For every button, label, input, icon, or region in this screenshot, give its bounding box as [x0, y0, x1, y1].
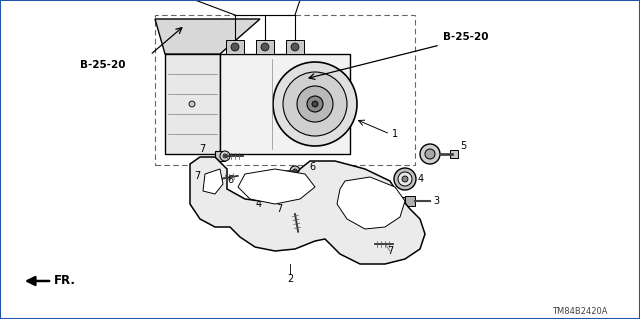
Text: 4: 4 — [303, 181, 309, 191]
Circle shape — [261, 43, 269, 51]
Bar — [220, 54, 350, 154]
Circle shape — [402, 176, 408, 182]
Circle shape — [253, 182, 257, 186]
Text: B-25-20: B-25-20 — [80, 60, 125, 70]
Polygon shape — [190, 157, 425, 264]
Circle shape — [231, 43, 239, 51]
Text: 7: 7 — [199, 144, 205, 154]
Polygon shape — [238, 169, 315, 204]
Text: 4: 4 — [256, 199, 262, 209]
Circle shape — [223, 154, 227, 158]
Circle shape — [283, 179, 297, 193]
Polygon shape — [337, 177, 405, 229]
Text: 7: 7 — [387, 246, 393, 256]
Circle shape — [287, 183, 293, 189]
Circle shape — [283, 72, 347, 136]
Text: 7: 7 — [276, 204, 282, 214]
Circle shape — [220, 151, 230, 161]
Circle shape — [398, 172, 412, 186]
Circle shape — [312, 101, 318, 107]
Circle shape — [291, 43, 299, 51]
Circle shape — [293, 212, 297, 216]
Text: TM84B2420A: TM84B2420A — [552, 307, 608, 315]
Polygon shape — [365, 239, 375, 249]
Text: 3: 3 — [433, 196, 439, 206]
Bar — [226, 40, 244, 54]
Bar — [256, 40, 274, 54]
Text: 5: 5 — [460, 141, 467, 151]
Circle shape — [373, 242, 377, 246]
Circle shape — [273, 62, 357, 146]
Polygon shape — [209, 174, 221, 186]
Circle shape — [290, 209, 300, 219]
Circle shape — [250, 179, 260, 189]
Circle shape — [290, 166, 300, 176]
Text: FR.: FR. — [54, 275, 76, 287]
Circle shape — [276, 200, 284, 208]
Text: 1: 1 — [392, 129, 398, 139]
Bar — [155, 15, 415, 165]
Circle shape — [293, 169, 297, 173]
Circle shape — [370, 194, 384, 208]
Circle shape — [218, 177, 222, 181]
Text: B-25-20: B-25-20 — [443, 32, 488, 42]
Polygon shape — [215, 151, 225, 161]
Text: 7: 7 — [194, 171, 200, 181]
Text: 2: 2 — [287, 274, 293, 284]
Polygon shape — [203, 169, 223, 194]
Text: 6: 6 — [227, 175, 233, 185]
Circle shape — [279, 175, 301, 197]
Circle shape — [189, 101, 195, 107]
Circle shape — [267, 191, 293, 217]
Bar — [385, 197, 407, 205]
Circle shape — [297, 86, 333, 122]
Bar — [405, 196, 415, 206]
Text: 6: 6 — [309, 162, 315, 172]
Circle shape — [272, 196, 288, 212]
Circle shape — [373, 197, 381, 205]
Circle shape — [307, 96, 323, 112]
Circle shape — [394, 168, 416, 190]
Polygon shape — [155, 19, 260, 54]
Circle shape — [370, 239, 380, 249]
Circle shape — [425, 149, 435, 159]
Bar — [450, 150, 458, 158]
Bar — [286, 40, 304, 54]
Circle shape — [215, 174, 225, 184]
Polygon shape — [289, 203, 300, 215]
Bar — [165, 54, 220, 154]
Text: 4: 4 — [418, 174, 424, 184]
Circle shape — [420, 144, 440, 164]
